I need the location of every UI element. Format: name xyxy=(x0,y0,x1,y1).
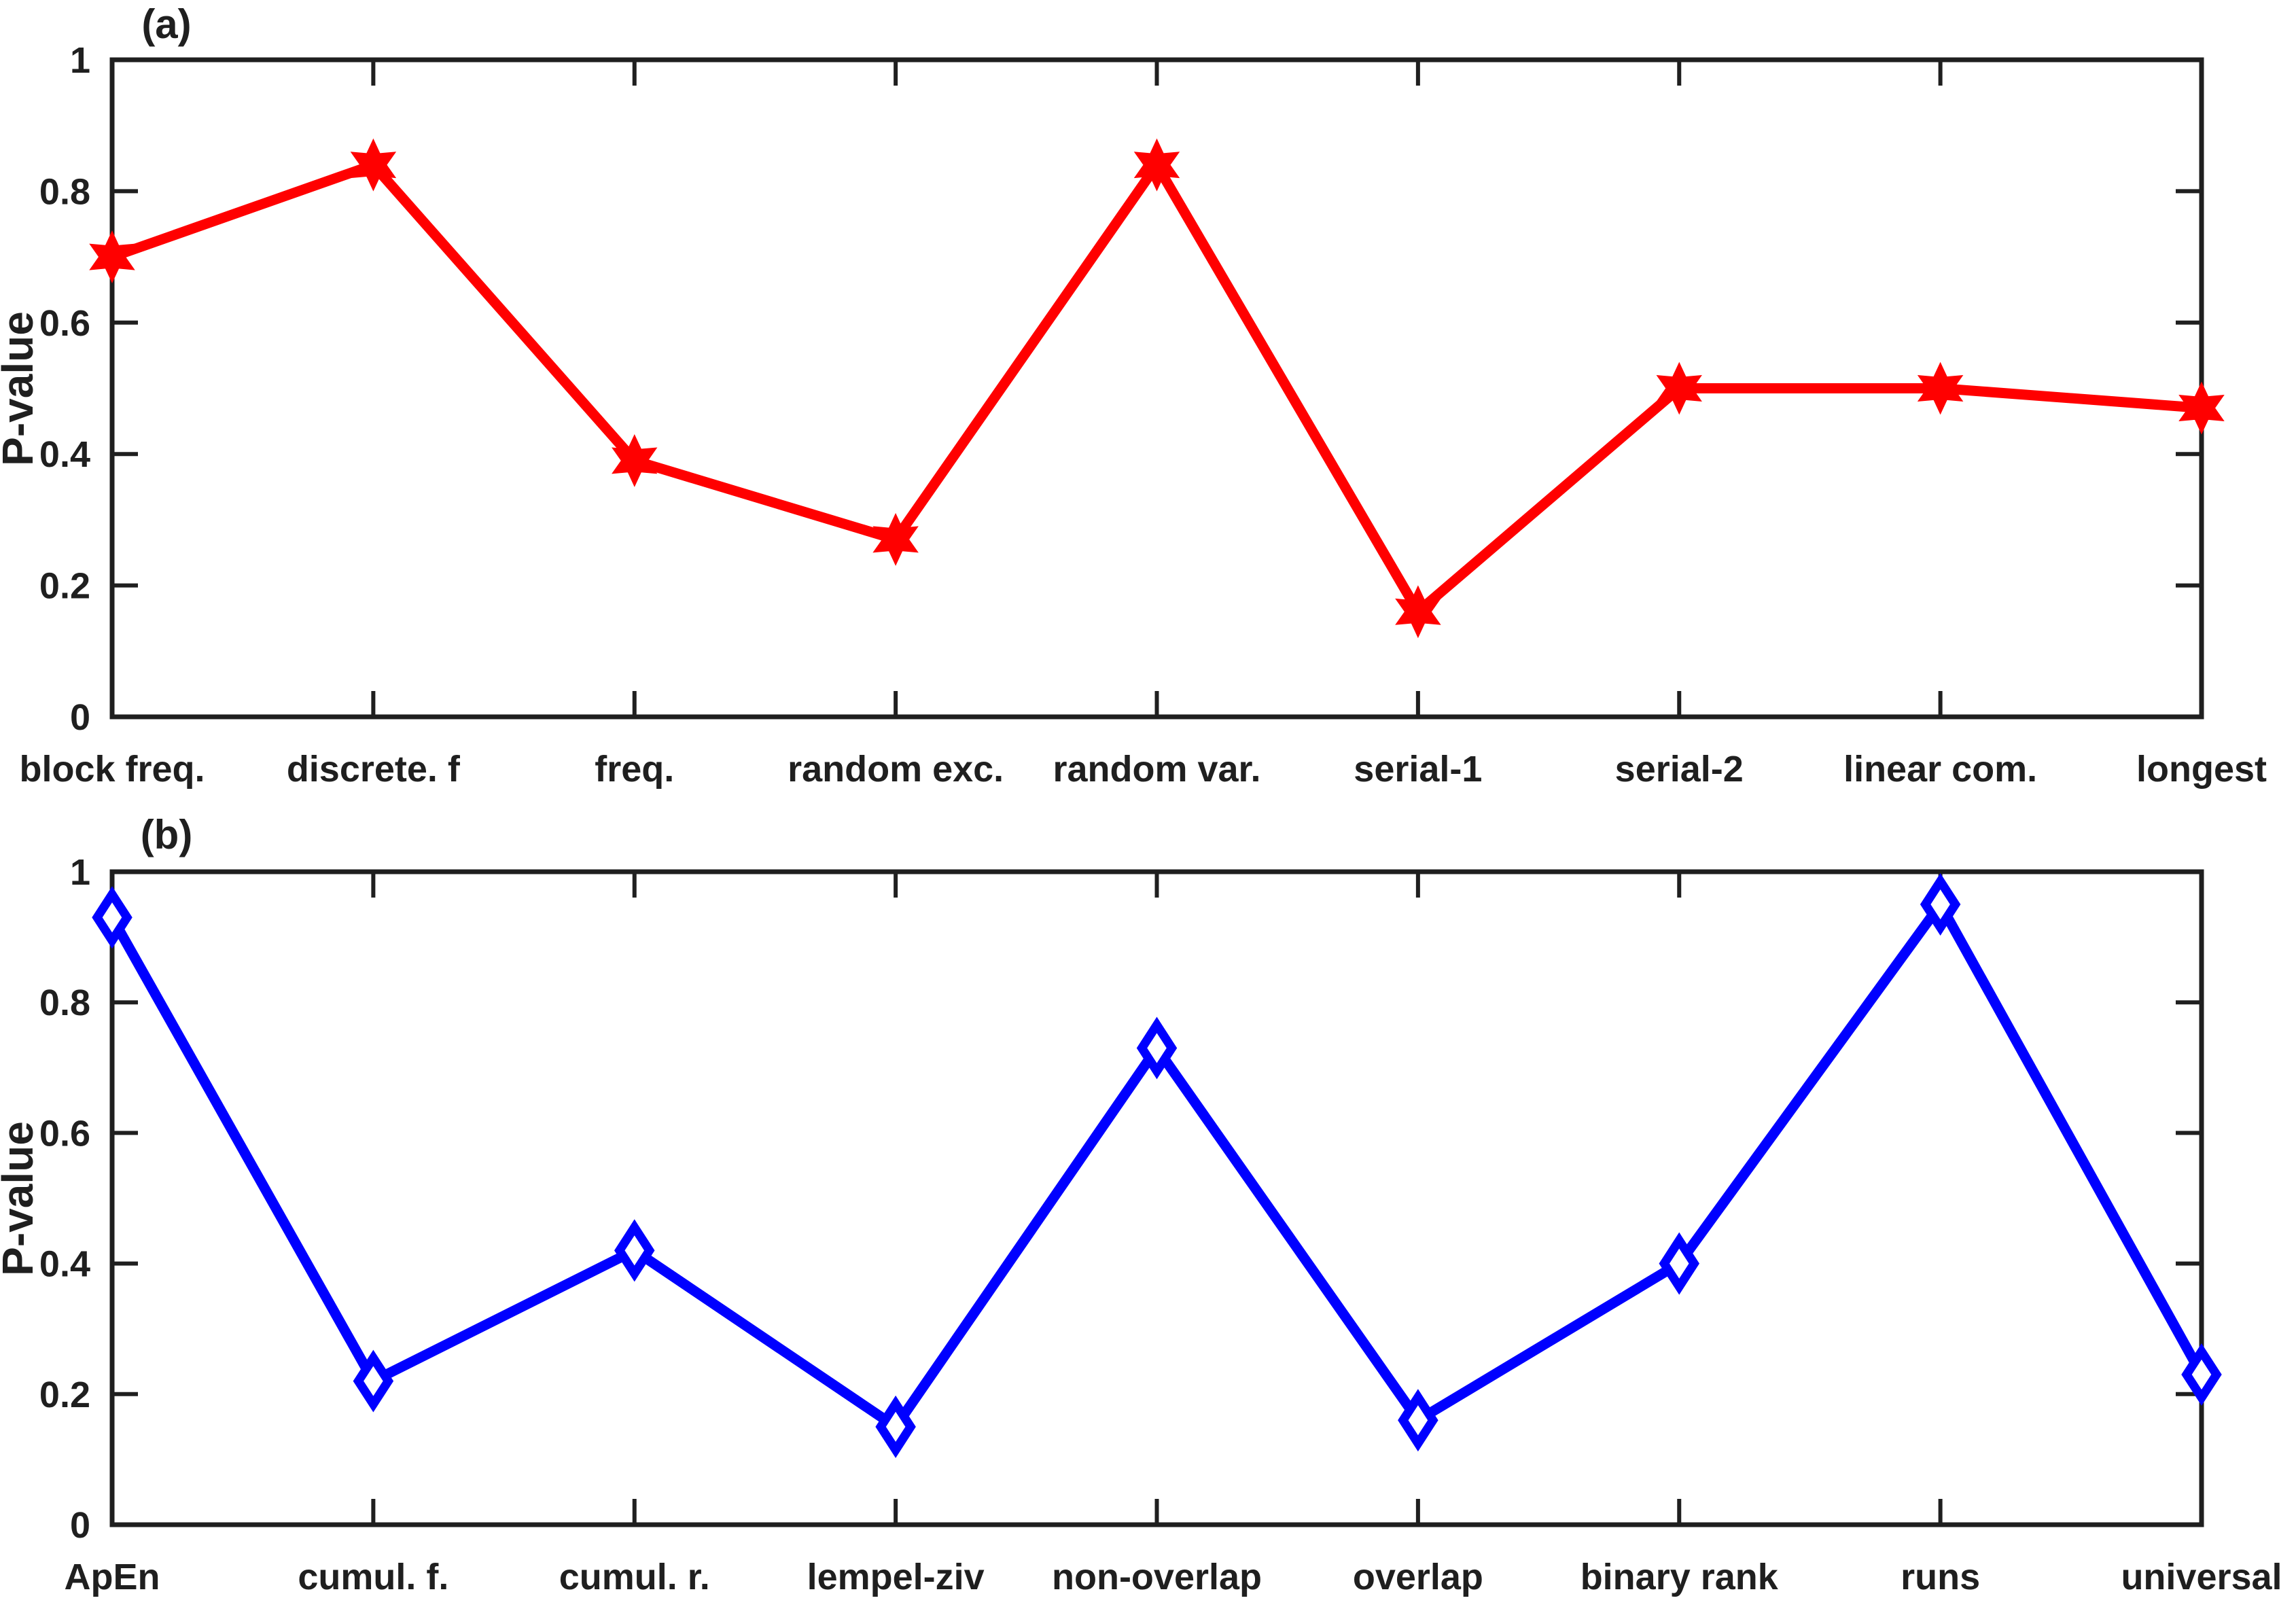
y-tick-label: 0.2 xyxy=(39,566,90,607)
diamond-marker xyxy=(1920,873,1961,936)
y-tick-label: 0.2 xyxy=(39,1375,90,1415)
x-category-label: serial-2 xyxy=(1615,749,1744,790)
hexagram-marker xyxy=(1133,138,1180,192)
y-tick-label: 0.8 xyxy=(39,982,90,1023)
panel-b-y-axis-label: P-value xyxy=(0,1121,42,1276)
x-category-label: lempel-ziv xyxy=(807,1557,985,1597)
diamond-marker xyxy=(614,1219,655,1282)
diamond-marker xyxy=(92,886,133,949)
x-category-label: discrete. f xyxy=(287,749,461,790)
diamond-marker xyxy=(1659,1232,1699,1295)
y-tick-label: 1 xyxy=(70,40,90,81)
y-tick-label: 0.8 xyxy=(39,171,90,212)
hexagram-marker xyxy=(1395,585,1441,639)
x-category-label: non-overlap xyxy=(1052,1557,1262,1597)
hexagram-marker xyxy=(89,230,135,284)
x-category-label: cumul. r. xyxy=(559,1557,710,1597)
hexagram-marker xyxy=(612,433,658,487)
hexagram-marker xyxy=(1917,361,1964,415)
y-tick-label: 0.6 xyxy=(39,303,90,344)
x-category-label: block freq. xyxy=(19,749,205,790)
panel-a-letter: (a) xyxy=(141,1,191,47)
series-line xyxy=(110,155,2202,620)
x-category-label: runs xyxy=(1901,1557,1980,1597)
diamond-marker xyxy=(1136,1016,1178,1080)
diamond-marker xyxy=(875,1395,916,1458)
x-category-label: serial-1 xyxy=(1354,749,1482,790)
diamond-marker xyxy=(353,1349,394,1413)
y-tick-label: 0 xyxy=(70,697,90,738)
panel-a-y-axis-label: P-value xyxy=(0,311,42,466)
series-line xyxy=(107,895,2206,1434)
x-category-label: longest xyxy=(2136,749,2267,790)
x-category-label: linear com. xyxy=(1843,749,2037,790)
y-tick-label: 0.6 xyxy=(39,1113,90,1154)
panel-a-plot-area: 0 0.2 0.4 0.6 0.8 1 block freq. discrete. f freq… xyxy=(19,40,2267,790)
y-tick-label: 0.4 xyxy=(39,1244,90,1285)
panel-b-letter: (b) xyxy=(141,812,193,857)
x-category-label: random var. xyxy=(1053,749,1260,790)
x-category-label: random exc. xyxy=(788,749,1004,790)
x-category-label: universal xyxy=(2121,1557,2282,1597)
diamond-marker xyxy=(1398,1389,1438,1452)
hexagram-marker xyxy=(1656,361,1702,415)
y-tick-label: 1 xyxy=(70,852,90,893)
x-category-label: overlap xyxy=(1353,1557,1483,1597)
x-category-label: binary rank xyxy=(1580,1557,1779,1597)
hexagram-marker xyxy=(872,512,919,566)
x-category-label: freq. xyxy=(595,749,674,790)
x-category-label: ApEn xyxy=(65,1557,160,1597)
hexagram-marker xyxy=(2178,381,2225,435)
x-category-label: cumul. f. xyxy=(298,1557,448,1597)
panel-b-plot-area: 0 0.2 0.4 0.6 0.8 1 ApEn cumul. f. cumul. r. lemp… xyxy=(39,852,2282,1597)
y-tick-label: 0.4 xyxy=(39,434,90,475)
hexagram-marker xyxy=(350,138,397,192)
diamond-marker xyxy=(2181,1343,2222,1406)
y-tick-label: 0 xyxy=(70,1505,90,1546)
